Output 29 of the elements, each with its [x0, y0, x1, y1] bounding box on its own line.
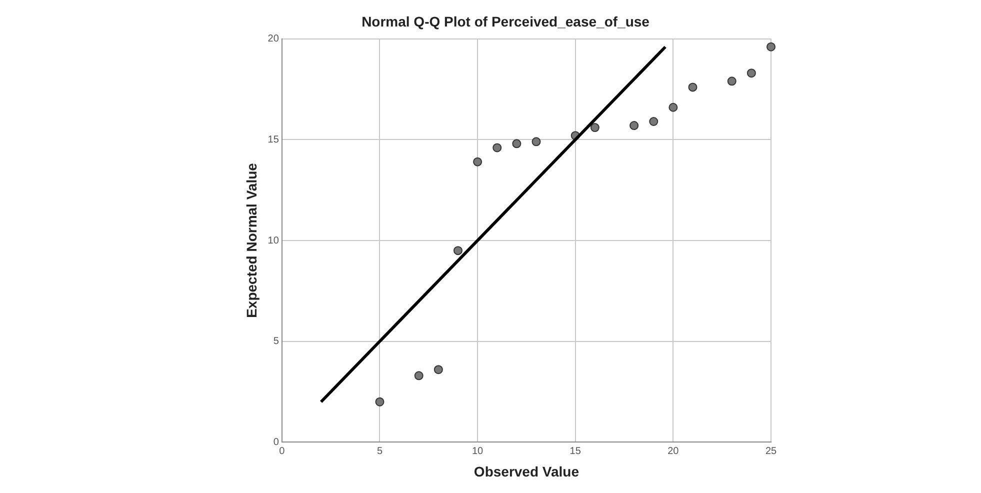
point: [512, 139, 522, 148]
point: [668, 102, 678, 112]
point: [746, 68, 756, 78]
point: [727, 76, 736, 86]
y-tick-label: 0: [273, 436, 280, 448]
y-axis-title: Expected Normal Value: [243, 162, 260, 318]
chart-title: Normal Q-Q Plot of Perceived_ease_of_use: [362, 13, 650, 30]
point: [649, 116, 658, 126]
point: [473, 157, 482, 166]
y-tick-label: 20: [268, 34, 280, 45]
point: [414, 371, 424, 380]
y-tick-label: 15: [268, 134, 280, 146]
point: [434, 365, 443, 374]
x-tick-label: 25: [765, 446, 777, 457]
x-tick-label: 15: [570, 446, 582, 457]
point: [630, 121, 639, 130]
point: [766, 42, 776, 52]
point: [492, 143, 502, 152]
point: [590, 123, 600, 132]
x-tick-label: 5: [376, 446, 383, 457]
point: [375, 397, 384, 406]
y-tick-label: 5: [273, 336, 280, 348]
point: [532, 137, 541, 146]
y-tick-label: 10: [268, 235, 280, 246]
x-tick-label: 20: [668, 446, 680, 457]
x-axis-title: Observed Value: [474, 463, 580, 480]
point: [688, 82, 698, 92]
point: [453, 246, 462, 256]
x-tick-label: 10: [472, 446, 484, 457]
